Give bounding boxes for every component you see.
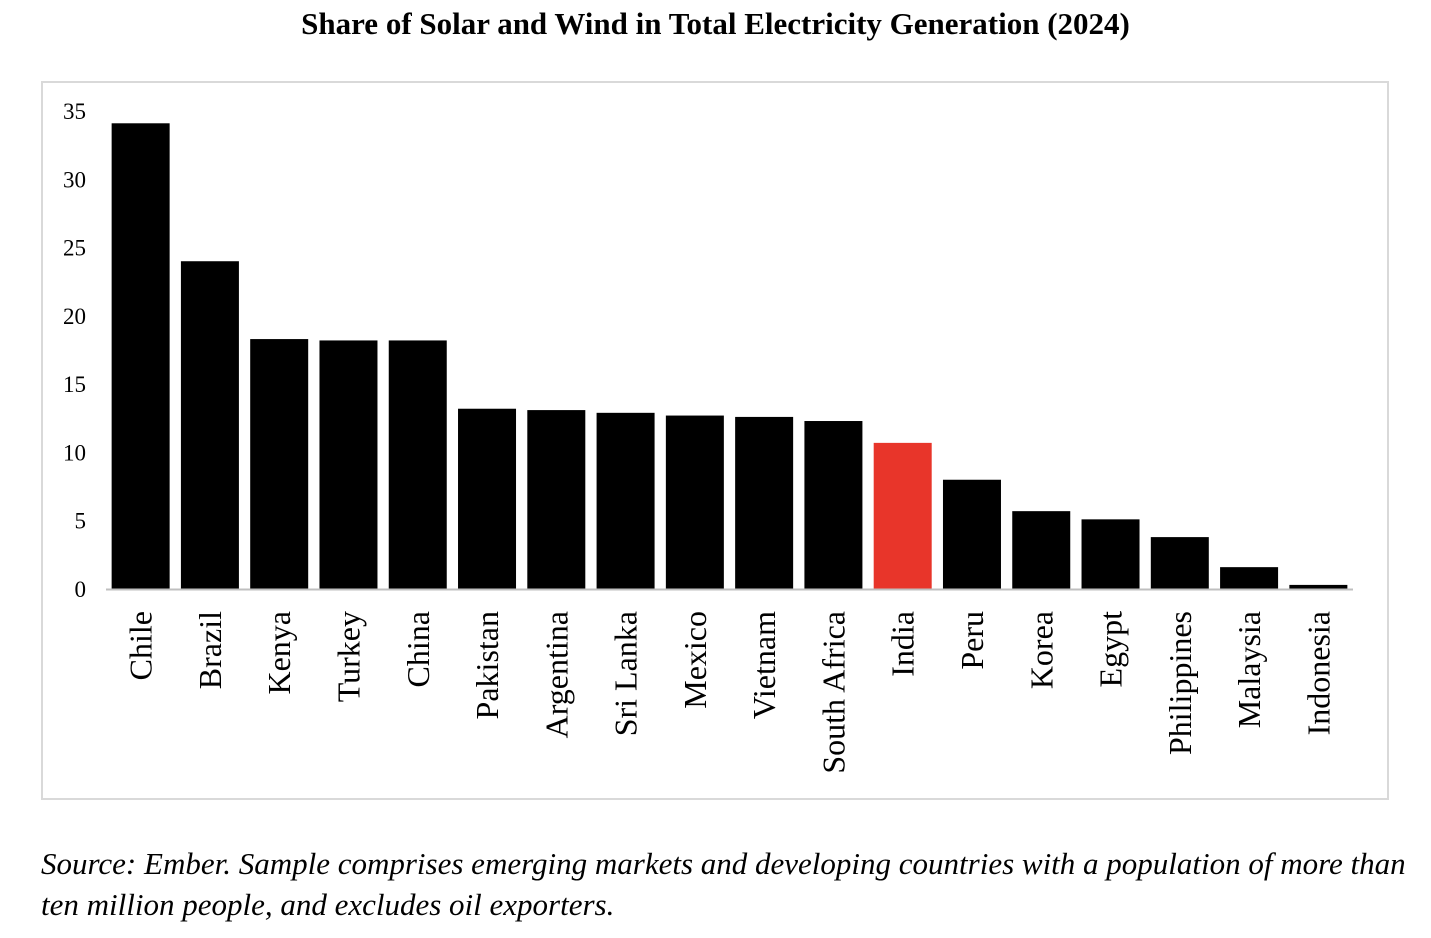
- y-tick-label: 35: [63, 99, 86, 124]
- category-label-india: India: [885, 611, 921, 677]
- bar-pakistan: [458, 408, 517, 589]
- category-label-south-africa: South Africa: [815, 611, 851, 774]
- y-tick-label: 25: [63, 236, 86, 261]
- category-label-turkey: Turkey: [330, 611, 366, 702]
- category-label-peru: Peru: [954, 611, 990, 670]
- category-label-mexico: Mexico: [677, 611, 713, 709]
- source-note: Source: Ember. Sample comprises emerging…: [41, 846, 1406, 922]
- bar-malaysia: [1220, 567, 1279, 589]
- bar-indonesia: [1289, 584, 1348, 589]
- y-tick-label: 5: [75, 509, 87, 534]
- bar-peru: [942, 479, 1001, 589]
- bar-argentina: [527, 410, 586, 589]
- bar-chile: [111, 123, 170, 589]
- y-tick-label: 15: [63, 372, 86, 397]
- category-label-brazil: Brazil: [192, 611, 228, 689]
- bar-kenya: [250, 339, 309, 589]
- bar-brazil: [180, 261, 239, 589]
- bar-egypt: [1081, 519, 1140, 589]
- bar-vietnam: [735, 416, 794, 589]
- y-tick-label: 0: [75, 577, 87, 602]
- bar-philippines: [1150, 537, 1209, 589]
- category-label-pakistan: Pakistan: [469, 611, 505, 719]
- y-tick-label: 10: [63, 440, 86, 465]
- category-label-argentina: Argentina: [538, 611, 574, 738]
- bar-mexico: [665, 415, 724, 589]
- bar-india: [873, 442, 932, 589]
- category-label-korea: Korea: [1023, 611, 1059, 689]
- bar-korea: [1012, 511, 1071, 589]
- category-label-indonesia: Indonesia: [1300, 611, 1336, 735]
- category-label-philippines: Philippines: [1162, 611, 1198, 755]
- bar-sri-lanka: [596, 412, 655, 589]
- category-labels: Chile Brazil Kenya Turkey China Pakistan Argen…: [123, 611, 1337, 774]
- category-label-malaysia: Malaysia: [1231, 611, 1267, 728]
- bar-turkey: [319, 340, 378, 589]
- category-label-vietnam: Vietnam: [746, 611, 782, 719]
- category-label-chile: Chile: [123, 611, 159, 680]
- category-label-egypt: Egypt: [1093, 611, 1129, 688]
- bar-south-africa: [804, 421, 863, 589]
- y-tick-label: 20: [63, 304, 86, 329]
- category-label-kenya: Kenya: [261, 611, 297, 695]
- bar-series: [111, 123, 1348, 589]
- y-tick-label: 30: [63, 167, 86, 192]
- category-label-sri-lanka: Sri Lanka: [608, 611, 644, 736]
- bar-china: [388, 340, 447, 589]
- chart-title: Share of Solar and Wind in Total Electri…: [301, 6, 1130, 41]
- y-axis-ticks: 0 5 10 15 20 25 30 35: [63, 99, 86, 602]
- category-label-china: China: [400, 611, 436, 687]
